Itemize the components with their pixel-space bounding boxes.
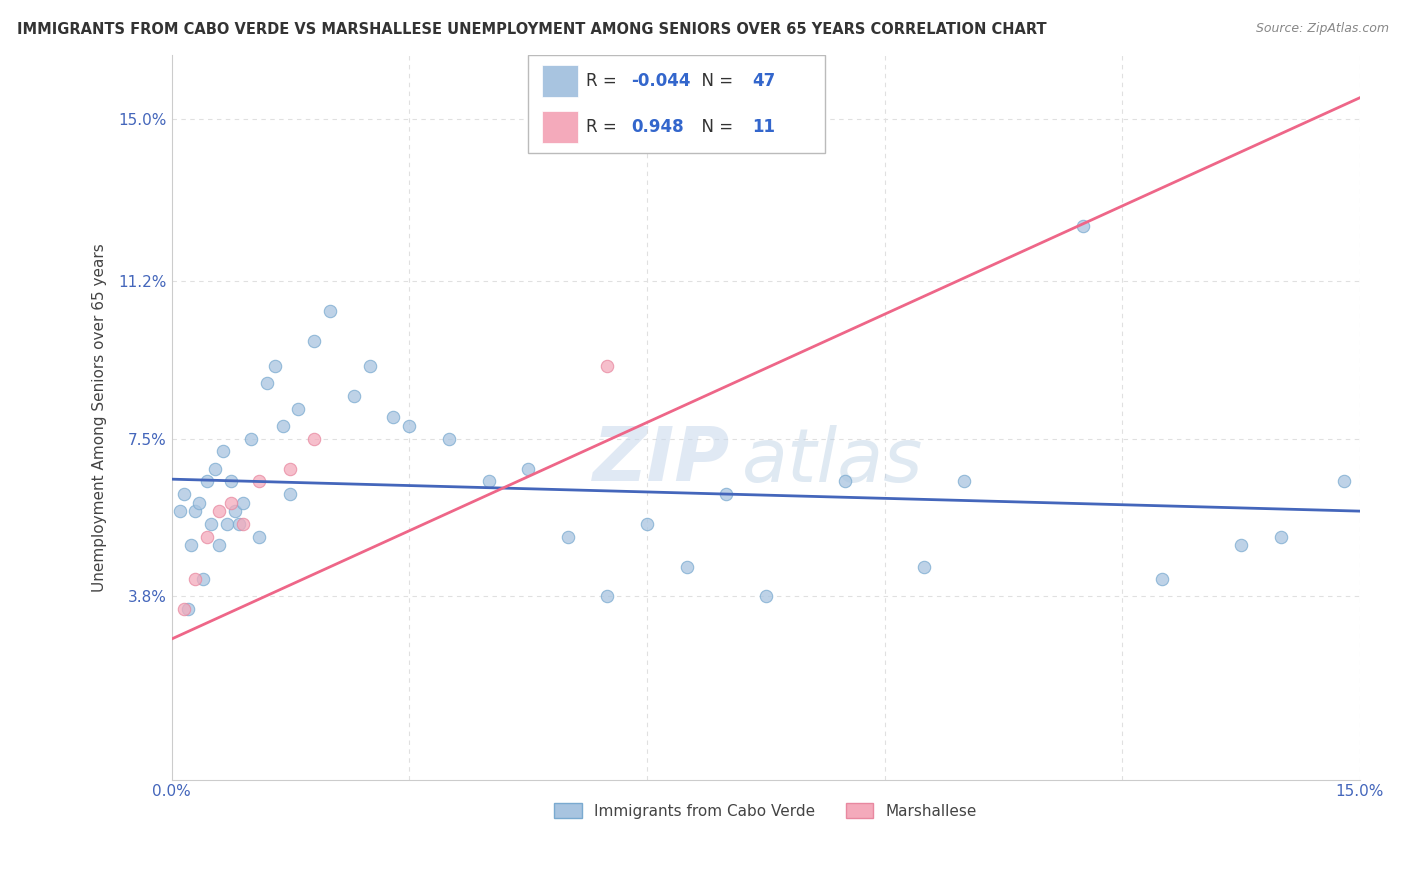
Point bbox=[952, 475, 974, 489]
Point bbox=[247, 530, 270, 544]
Point bbox=[319, 303, 342, 318]
Legend: Immigrants from Cabo Verde, Marshallese: Immigrants from Cabo Verde, Marshallese bbox=[547, 795, 984, 826]
Point bbox=[359, 359, 381, 374]
Point bbox=[557, 530, 579, 544]
Y-axis label: Unemployment Among Seniors over 65 years: Unemployment Among Seniors over 65 years bbox=[93, 243, 107, 591]
Text: 47: 47 bbox=[752, 72, 776, 90]
Point bbox=[184, 504, 207, 518]
Point bbox=[208, 538, 231, 552]
Point bbox=[217, 516, 239, 531]
FancyBboxPatch shape bbox=[543, 111, 578, 143]
FancyBboxPatch shape bbox=[529, 55, 825, 153]
Point bbox=[212, 444, 235, 458]
Point bbox=[184, 572, 207, 586]
Point bbox=[224, 504, 246, 518]
Point bbox=[382, 410, 405, 425]
Point bbox=[699, 91, 721, 105]
Text: R =: R = bbox=[586, 118, 623, 136]
Point bbox=[232, 516, 254, 531]
Text: N =: N = bbox=[690, 72, 738, 90]
Point bbox=[596, 590, 619, 604]
Point bbox=[247, 475, 270, 489]
Point bbox=[204, 461, 226, 475]
Point bbox=[173, 487, 195, 501]
Point bbox=[287, 401, 309, 416]
Point bbox=[232, 495, 254, 509]
Point bbox=[195, 530, 218, 544]
Point bbox=[176, 602, 198, 616]
Point bbox=[219, 495, 242, 509]
Point bbox=[173, 602, 195, 616]
FancyBboxPatch shape bbox=[543, 65, 578, 97]
Text: 11: 11 bbox=[752, 118, 776, 136]
Point bbox=[636, 516, 658, 531]
Text: Source: ZipAtlas.com: Source: ZipAtlas.com bbox=[1256, 22, 1389, 36]
Point bbox=[200, 516, 222, 531]
Point bbox=[755, 590, 778, 604]
Point bbox=[437, 432, 460, 446]
Point bbox=[304, 432, 326, 446]
Point bbox=[1230, 538, 1253, 552]
Point bbox=[195, 475, 218, 489]
Text: IMMIGRANTS FROM CABO VERDE VS MARSHALLESE UNEMPLOYMENT AMONG SENIORS OVER 65 YEA: IMMIGRANTS FROM CABO VERDE VS MARSHALLES… bbox=[17, 22, 1046, 37]
Point bbox=[1071, 219, 1094, 233]
Point bbox=[169, 504, 191, 518]
Point bbox=[280, 487, 302, 501]
Point bbox=[271, 418, 294, 433]
Point bbox=[1150, 572, 1173, 586]
Text: 0.948: 0.948 bbox=[631, 118, 685, 136]
Point bbox=[1333, 475, 1355, 489]
Text: ZIP: ZIP bbox=[593, 425, 730, 498]
Text: R =: R = bbox=[586, 72, 623, 90]
Point bbox=[208, 504, 231, 518]
Point bbox=[343, 389, 366, 403]
Point bbox=[912, 559, 935, 574]
Point bbox=[263, 359, 285, 374]
Point bbox=[239, 432, 262, 446]
Point bbox=[304, 334, 326, 348]
Point bbox=[1270, 530, 1292, 544]
Point bbox=[675, 559, 697, 574]
Point bbox=[517, 461, 540, 475]
Point bbox=[193, 572, 215, 586]
Point bbox=[188, 495, 211, 509]
Point bbox=[180, 538, 202, 552]
Text: N =: N = bbox=[690, 118, 738, 136]
Point bbox=[477, 475, 499, 489]
Point bbox=[219, 475, 242, 489]
Text: -0.044: -0.044 bbox=[631, 72, 690, 90]
Point bbox=[280, 461, 302, 475]
Point bbox=[714, 487, 737, 501]
Point bbox=[256, 376, 278, 391]
Point bbox=[834, 475, 856, 489]
Point bbox=[228, 516, 250, 531]
Point bbox=[398, 418, 420, 433]
Text: atlas: atlas bbox=[742, 425, 924, 497]
Point bbox=[596, 359, 619, 374]
